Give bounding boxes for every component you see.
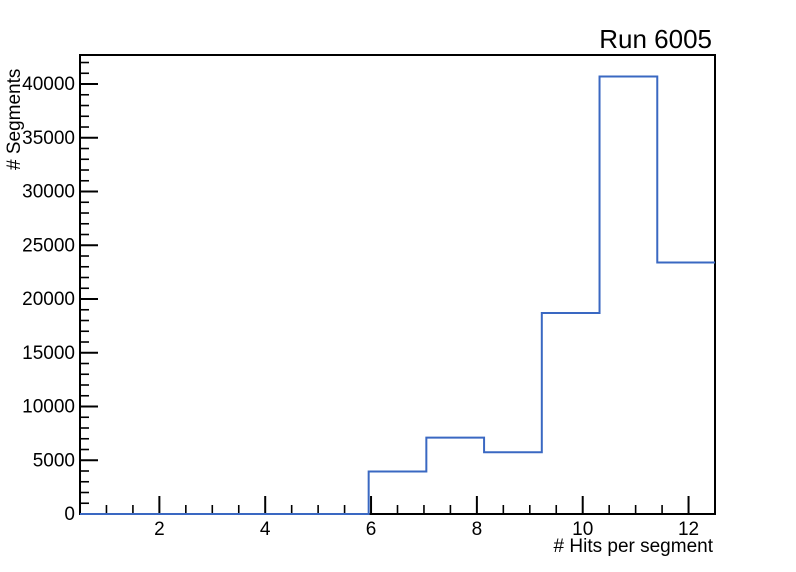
x-axis-title: # Hits per segment [553,536,713,557]
x-axis-ticks [105,496,690,514]
y-axis-title: # Segments [4,68,25,170]
y-tick-labels: 0 5000 10000 15000 20000 25000 30000 35000 40000 [22,74,75,525]
svg-text:6: 6 [366,519,377,540]
svg-text:12: 12 [678,519,699,540]
svg-text:20000: 20000 [22,289,75,310]
svg-text:5000: 5000 [33,450,75,471]
svg-text:2: 2 [154,519,165,540]
plot-title: Run 6005 [599,24,712,54]
plot-frame [79,54,716,515]
svg-text:25000: 25000 [22,235,75,256]
svg-text:4: 4 [260,519,271,540]
histogram-line [80,75,715,515]
svg-text:40000: 40000 [22,74,75,95]
svg-text:15000: 15000 [22,343,75,364]
svg-text:8: 8 [472,519,483,540]
x-tick-labels: 2 4 6 8 10 12 [154,519,699,540]
svg-text:35000: 35000 [22,128,75,149]
svg-text:0: 0 [64,504,75,525]
svg-text:10000: 10000 [22,397,75,418]
y-axis-ticks [80,61,98,515]
svg-text:10: 10 [572,519,593,540]
svg-text:30000: 30000 [22,182,75,203]
